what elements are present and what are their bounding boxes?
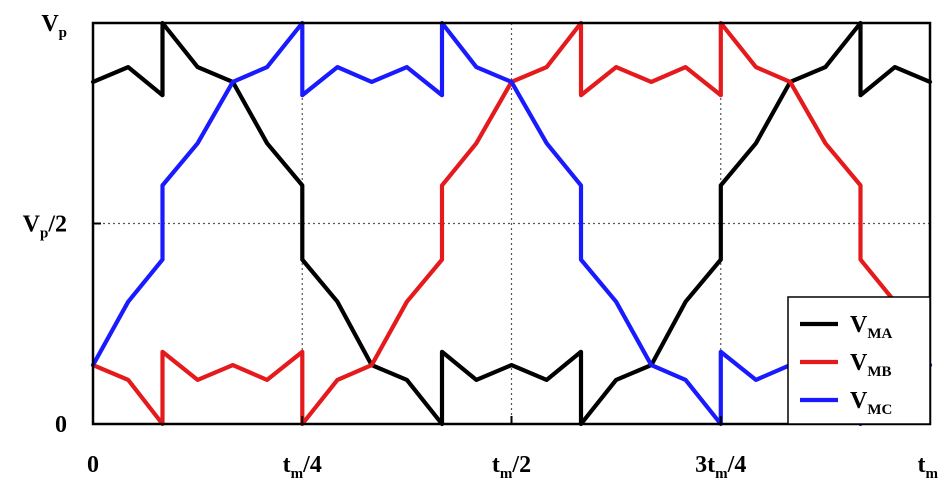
y-tick-label-2: Vp: [41, 11, 67, 41]
y-tick-label-0: 0: [55, 412, 67, 438]
legend: VMA VMB VMC: [787, 296, 931, 425]
axis-ticks: 0 tm/4 tm/2 3tm/4 tm 0 Vp/2 Vp: [23, 11, 939, 482]
x-tick-label-2: tm/2: [492, 452, 531, 482]
legend-label-ma: VMA: [850, 312, 893, 342]
x-tick-label-0: 0: [87, 452, 99, 478]
x-tick-label-3: 3tm/4: [695, 452, 746, 482]
legend-label-mc: VMC: [850, 388, 892, 418]
legend-label-mb: VMB: [850, 350, 892, 380]
y-tick-label-1: Vp/2: [23, 212, 67, 242]
x-tick-label-4: tm: [918, 452, 939, 482]
x-tick-label-1: tm/4: [283, 452, 322, 482]
